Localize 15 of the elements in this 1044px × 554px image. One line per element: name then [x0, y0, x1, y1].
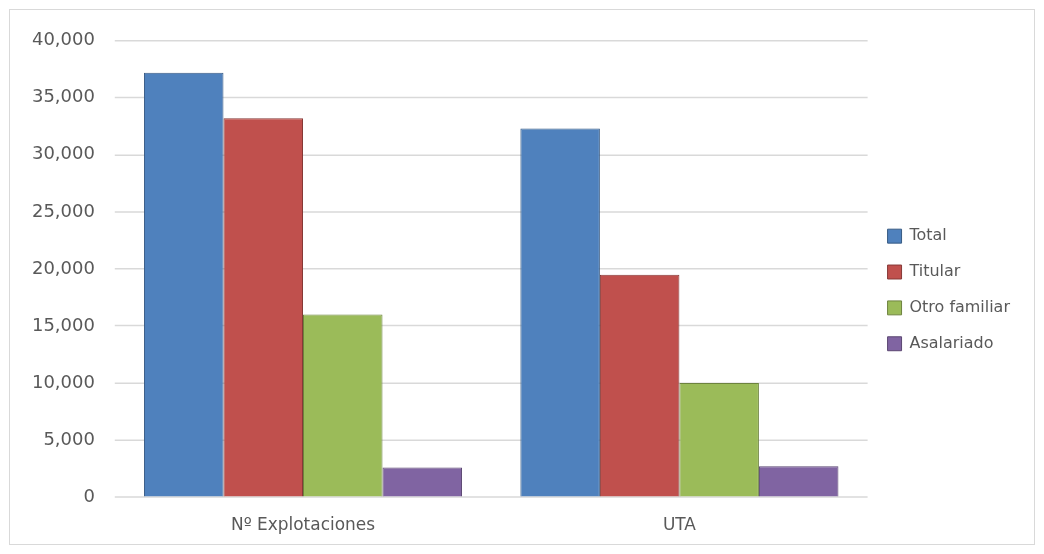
legend-label: Total — [908, 225, 947, 245]
legend-label: Otro familiar — [909, 297, 1011, 317]
y-tick-label: 35,000 — [32, 85, 95, 107]
y-tick-label: 25,000 — [32, 199, 95, 221]
legend-label: Titular — [908, 261, 961, 281]
legend-label: Asalariado — [909, 332, 994, 352]
y-tick-label: 0 — [83, 484, 95, 506]
y-tick-label: 5,000 — [43, 427, 95, 449]
y-tick-label: 20,000 — [32, 256, 95, 278]
y-tick-label: 10,000 — [32, 370, 95, 392]
y-tick-label: 40,000 — [32, 28, 95, 50]
x-tick-label: UTA — [662, 513, 697, 534]
y-tick-label: 30,000 — [32, 142, 95, 164]
x-tick-label: Nº Explotaciones — [230, 513, 376, 534]
y-tick-label: 15,000 — [32, 313, 95, 335]
